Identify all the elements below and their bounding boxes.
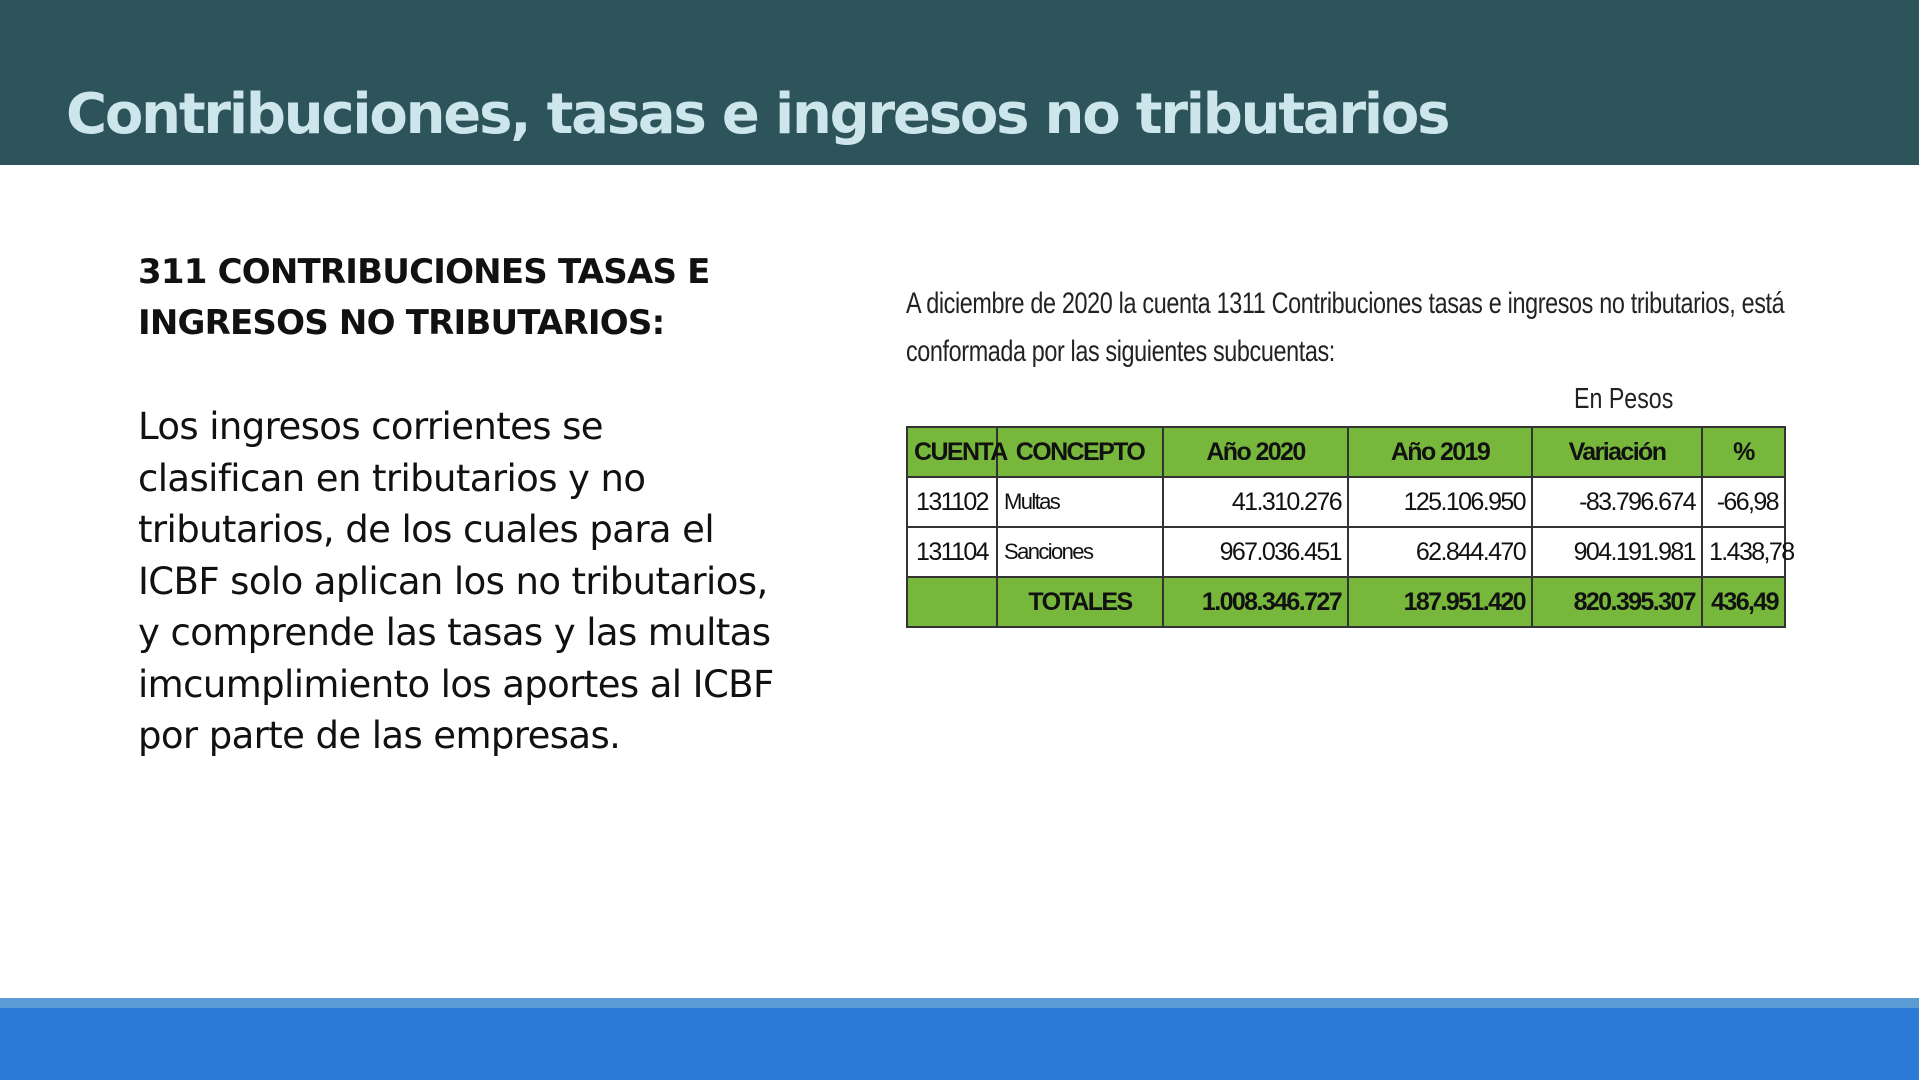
unit-label: En Pesos [1574, 383, 1674, 415]
cell-concepto: Sanciones [996, 526, 1164, 578]
footer-stripe [0, 998, 1919, 1008]
title-bar: Contribuciones, tasas e ingresos no trib… [0, 0, 1919, 165]
header-year-2019: Año 2019 [1347, 426, 1533, 478]
left-column: 311 CONTRIBUCIONES TASAS E INGRESOS NO T… [138, 247, 778, 762]
cell-percent: -66,98 [1701, 476, 1786, 528]
body-paragraph: Los ingresos corrientes se clasifican en… [138, 405, 774, 757]
slide-title: Contribuciones, tasas e ingresos no trib… [66, 82, 1450, 147]
cell-year-2020: 967.036.451 [1162, 526, 1349, 578]
cell-variacion: 904.191.981 [1531, 526, 1703, 578]
cell-variacion: -83.796.674 [1531, 476, 1703, 528]
cell-empty [906, 576, 998, 628]
header-concepto: CONCEPTO [996, 426, 1164, 478]
table-intro-text: A diciembre de 2020 la cuenta 1311 Contr… [906, 287, 1785, 368]
table-row: 131104 Sanciones 967.036.451 62.844.470 … [906, 526, 1795, 578]
section-heading: 311 CONTRIBUCIONES TASAS E INGRESOS NO T… [138, 252, 710, 343]
header-cuenta: CUENTA [906, 426, 1008, 478]
cell-year-2020: 41.310.276 [1162, 476, 1349, 528]
totals-row: TOTALES 1.008.346.727 187.951.420 820.39… [906, 576, 1786, 628]
cell-cuenta: 131102 [906, 476, 998, 528]
header-percent: % [1701, 426, 1786, 478]
total-year-2019: 187.951.420 [1347, 576, 1533, 628]
total-percent: 436,49 [1701, 576, 1786, 628]
table-row: 131102 Multas 41.310.276 125.106.950 -83… [906, 476, 1786, 528]
cell-year-2019: 125.106.950 [1347, 476, 1533, 528]
cell-cuenta: 131104 [906, 526, 998, 578]
cell-concepto: Multas [996, 476, 1164, 528]
cell-percent: 1.438,78 [1701, 526, 1795, 578]
right-column: A diciembre de 2020 la cuenta 1311 Contr… [906, 280, 1795, 628]
totals-label: TOTALES [996, 576, 1164, 628]
header-year-2020: Año 2020 [1162, 426, 1349, 478]
header-variacion: Variación [1531, 426, 1703, 478]
footer-bar [0, 1008, 1919, 1080]
cell-year-2019: 62.844.470 [1347, 526, 1533, 578]
table-header-row: CUENTA CONCEPTO Año 2020 Año 2019 Variac… [906, 426, 1786, 478]
subaccounts-table: CUENTA CONCEPTO Año 2020 Año 2019 Variac… [906, 426, 1795, 628]
total-year-2020: 1.008.346.727 [1162, 576, 1349, 628]
total-variacion: 820.395.307 [1531, 576, 1703, 628]
